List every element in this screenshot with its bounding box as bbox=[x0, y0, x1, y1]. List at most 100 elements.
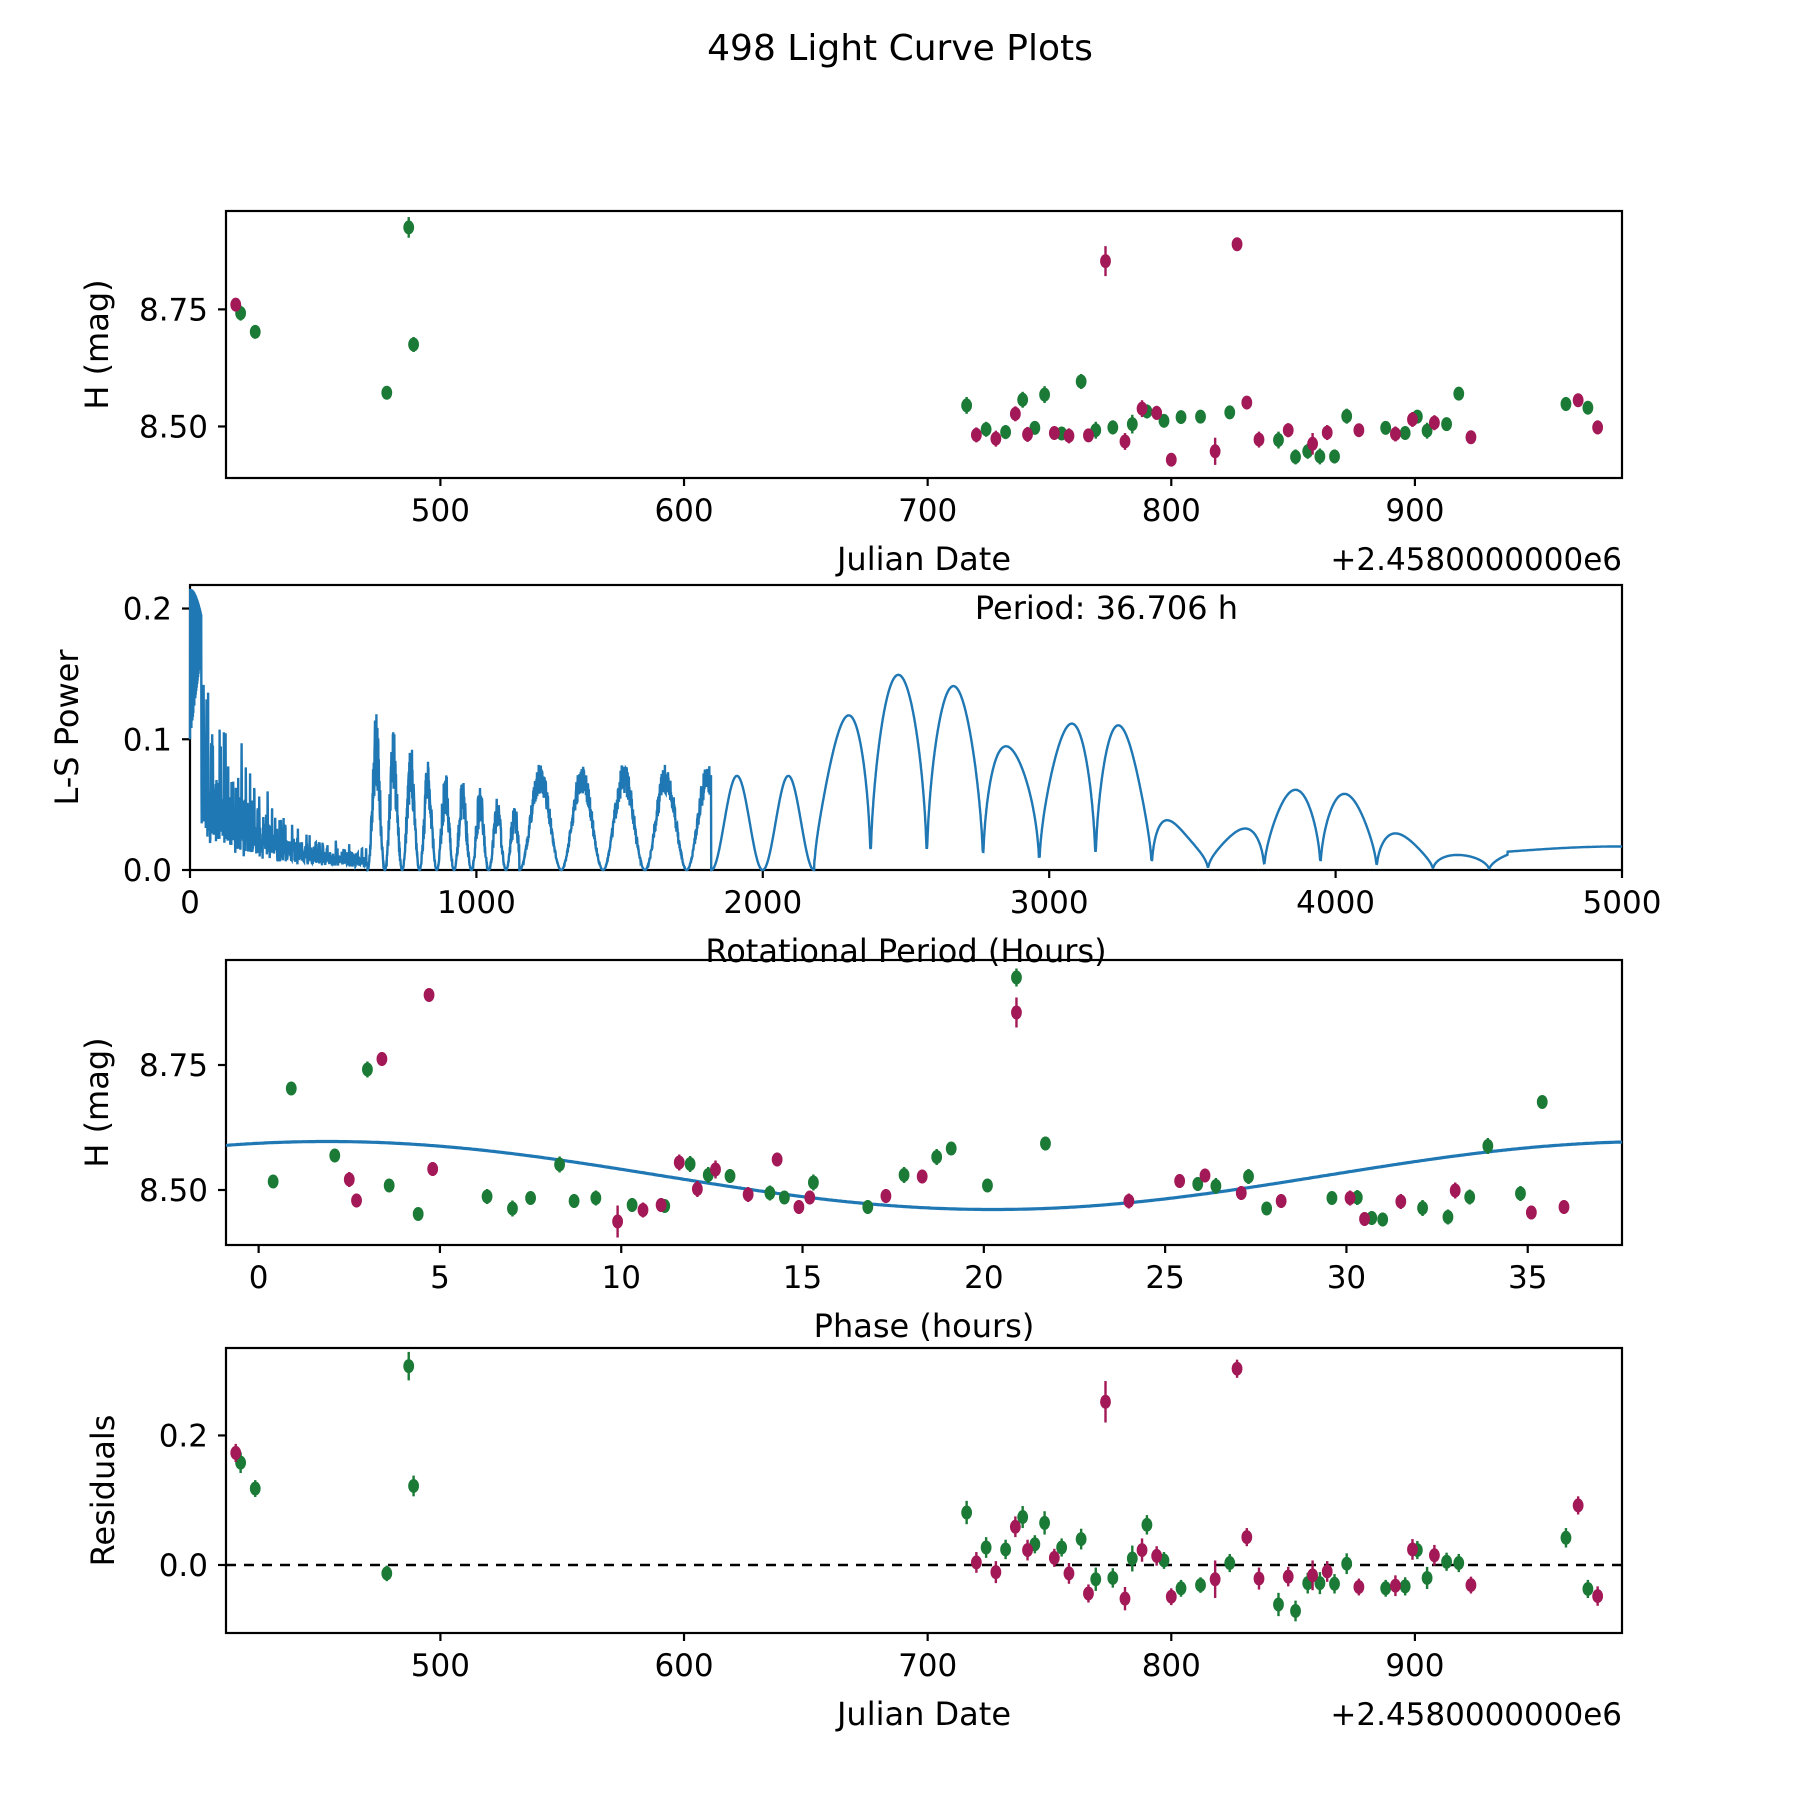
data-point bbox=[1165, 452, 1177, 467]
data-point bbox=[1465, 1578, 1477, 1593]
panel-periodogram-xticklabel: 1000 bbox=[437, 885, 516, 921]
data-point bbox=[1048, 426, 1060, 441]
panel-lightcurve-xticklabel: 800 bbox=[1142, 493, 1201, 529]
data-point bbox=[481, 1189, 493, 1204]
data-point bbox=[343, 1172, 355, 1187]
data-point bbox=[1344, 1191, 1356, 1205]
data-point bbox=[1282, 423, 1294, 438]
sine-fit-curve bbox=[225, 1139, 1623, 1212]
data-point bbox=[1000, 425, 1012, 440]
data-point bbox=[1107, 1570, 1119, 1585]
panel-phasefold-yticklabel: 8.75 bbox=[139, 1048, 208, 1084]
data-point bbox=[1399, 1579, 1411, 1594]
data-point bbox=[793, 1200, 805, 1214]
panel-phasefold-ylabel: H (mag) bbox=[78, 1037, 116, 1167]
data-point bbox=[1429, 1548, 1440, 1563]
data-point bbox=[1390, 1578, 1401, 1593]
data-point bbox=[1119, 434, 1131, 449]
panel-periodogram-yticklabel: 0.0 bbox=[123, 853, 172, 889]
data-point bbox=[408, 1478, 419, 1493]
data-point bbox=[779, 1190, 790, 1205]
data-point bbox=[1442, 1210, 1454, 1224]
data-point bbox=[1039, 1515, 1050, 1530]
data-point bbox=[1199, 1168, 1211, 1183]
panel-residuals-xticklabel: 700 bbox=[898, 1648, 957, 1684]
data-point bbox=[423, 988, 435, 1002]
data-point bbox=[1453, 386, 1465, 401]
data-point bbox=[970, 1555, 982, 1570]
panel-phasefold-xticklabel: 0 bbox=[249, 1260, 269, 1296]
panel-periodogram-ylabel: L-S Power bbox=[48, 649, 86, 806]
data-point bbox=[1040, 1136, 1051, 1151]
data-point bbox=[1407, 412, 1418, 427]
data-point bbox=[1399, 426, 1411, 441]
data-point bbox=[1592, 1589, 1604, 1604]
data-point bbox=[1465, 430, 1477, 445]
panel-lightcurve-offset-text: +2.4580000000e6 bbox=[1330, 542, 1622, 578]
data-point bbox=[1290, 449, 1301, 464]
data-point bbox=[691, 1182, 703, 1196]
data-point bbox=[1417, 1201, 1428, 1215]
panel-phasefold-series-green bbox=[267, 968, 1548, 1227]
data-point bbox=[990, 431, 1002, 446]
data-point bbox=[710, 1162, 721, 1177]
data-point bbox=[1000, 1542, 1012, 1557]
data-point bbox=[1136, 1543, 1148, 1558]
data-point bbox=[1241, 395, 1253, 410]
data-point bbox=[1525, 1205, 1537, 1220]
data-point bbox=[1560, 396, 1572, 411]
data-point bbox=[1210, 1179, 1222, 1193]
data-point bbox=[1017, 1510, 1029, 1525]
data-point bbox=[1321, 425, 1333, 440]
data-point bbox=[1235, 1186, 1247, 1200]
data-point bbox=[1464, 1190, 1476, 1204]
panel-phasefold-xticklabel: 25 bbox=[1145, 1260, 1184, 1296]
panel-residuals-series-green bbox=[235, 1351, 1594, 1622]
data-point bbox=[1429, 415, 1440, 430]
panel-residuals-xticklabel: 800 bbox=[1142, 1648, 1201, 1684]
data-point bbox=[982, 1178, 993, 1193]
panel-periodogram-xticklabel: 3000 bbox=[1010, 885, 1089, 921]
data-point bbox=[1090, 1572, 1102, 1587]
data-point bbox=[329, 1148, 341, 1163]
panel-residuals-xlabel: Julian Date bbox=[835, 1695, 1011, 1733]
data-point bbox=[1126, 1551, 1138, 1566]
data-point bbox=[1175, 1581, 1187, 1596]
data-point bbox=[1119, 1591, 1131, 1606]
data-point bbox=[916, 1169, 928, 1184]
data-point bbox=[1380, 420, 1392, 435]
data-point bbox=[1123, 1194, 1135, 1208]
panel-phasefold-yticklabel: 8.50 bbox=[139, 1173, 208, 1209]
data-point bbox=[525, 1191, 536, 1205]
figure-title: 498 Light Curve Plots bbox=[707, 28, 1093, 69]
data-point bbox=[1572, 1498, 1584, 1513]
data-point bbox=[1314, 1576, 1326, 1591]
data-point bbox=[655, 1198, 667, 1212]
data-point bbox=[804, 1190, 816, 1205]
data-point bbox=[1011, 970, 1022, 985]
data-point bbox=[1273, 1597, 1284, 1612]
panel-periodogram-yticklabel: 0.2 bbox=[123, 592, 172, 628]
data-point bbox=[1175, 410, 1187, 425]
panel-phasefold-xticklabel: 15 bbox=[783, 1260, 822, 1296]
data-point bbox=[1107, 420, 1119, 435]
data-point bbox=[267, 1174, 279, 1189]
data-point bbox=[1151, 1548, 1163, 1563]
data-point bbox=[1158, 413, 1170, 428]
data-point bbox=[1390, 426, 1401, 441]
panel-lightcurve-xticklabel: 500 bbox=[411, 493, 470, 529]
data-point bbox=[376, 1052, 388, 1066]
panel-residuals-yticklabel: 0.0 bbox=[159, 1548, 208, 1584]
data-point bbox=[1482, 1139, 1494, 1153]
data-point bbox=[637, 1203, 649, 1217]
data-point bbox=[408, 337, 419, 352]
data-point bbox=[1165, 1589, 1177, 1604]
data-point bbox=[862, 1200, 874, 1214]
panel-residuals-series-magenta bbox=[230, 1359, 1604, 1611]
data-point bbox=[1560, 1530, 1572, 1545]
data-point bbox=[724, 1169, 736, 1183]
data-point bbox=[1136, 401, 1148, 416]
data-point bbox=[1022, 1543, 1033, 1558]
data-point bbox=[249, 324, 261, 339]
